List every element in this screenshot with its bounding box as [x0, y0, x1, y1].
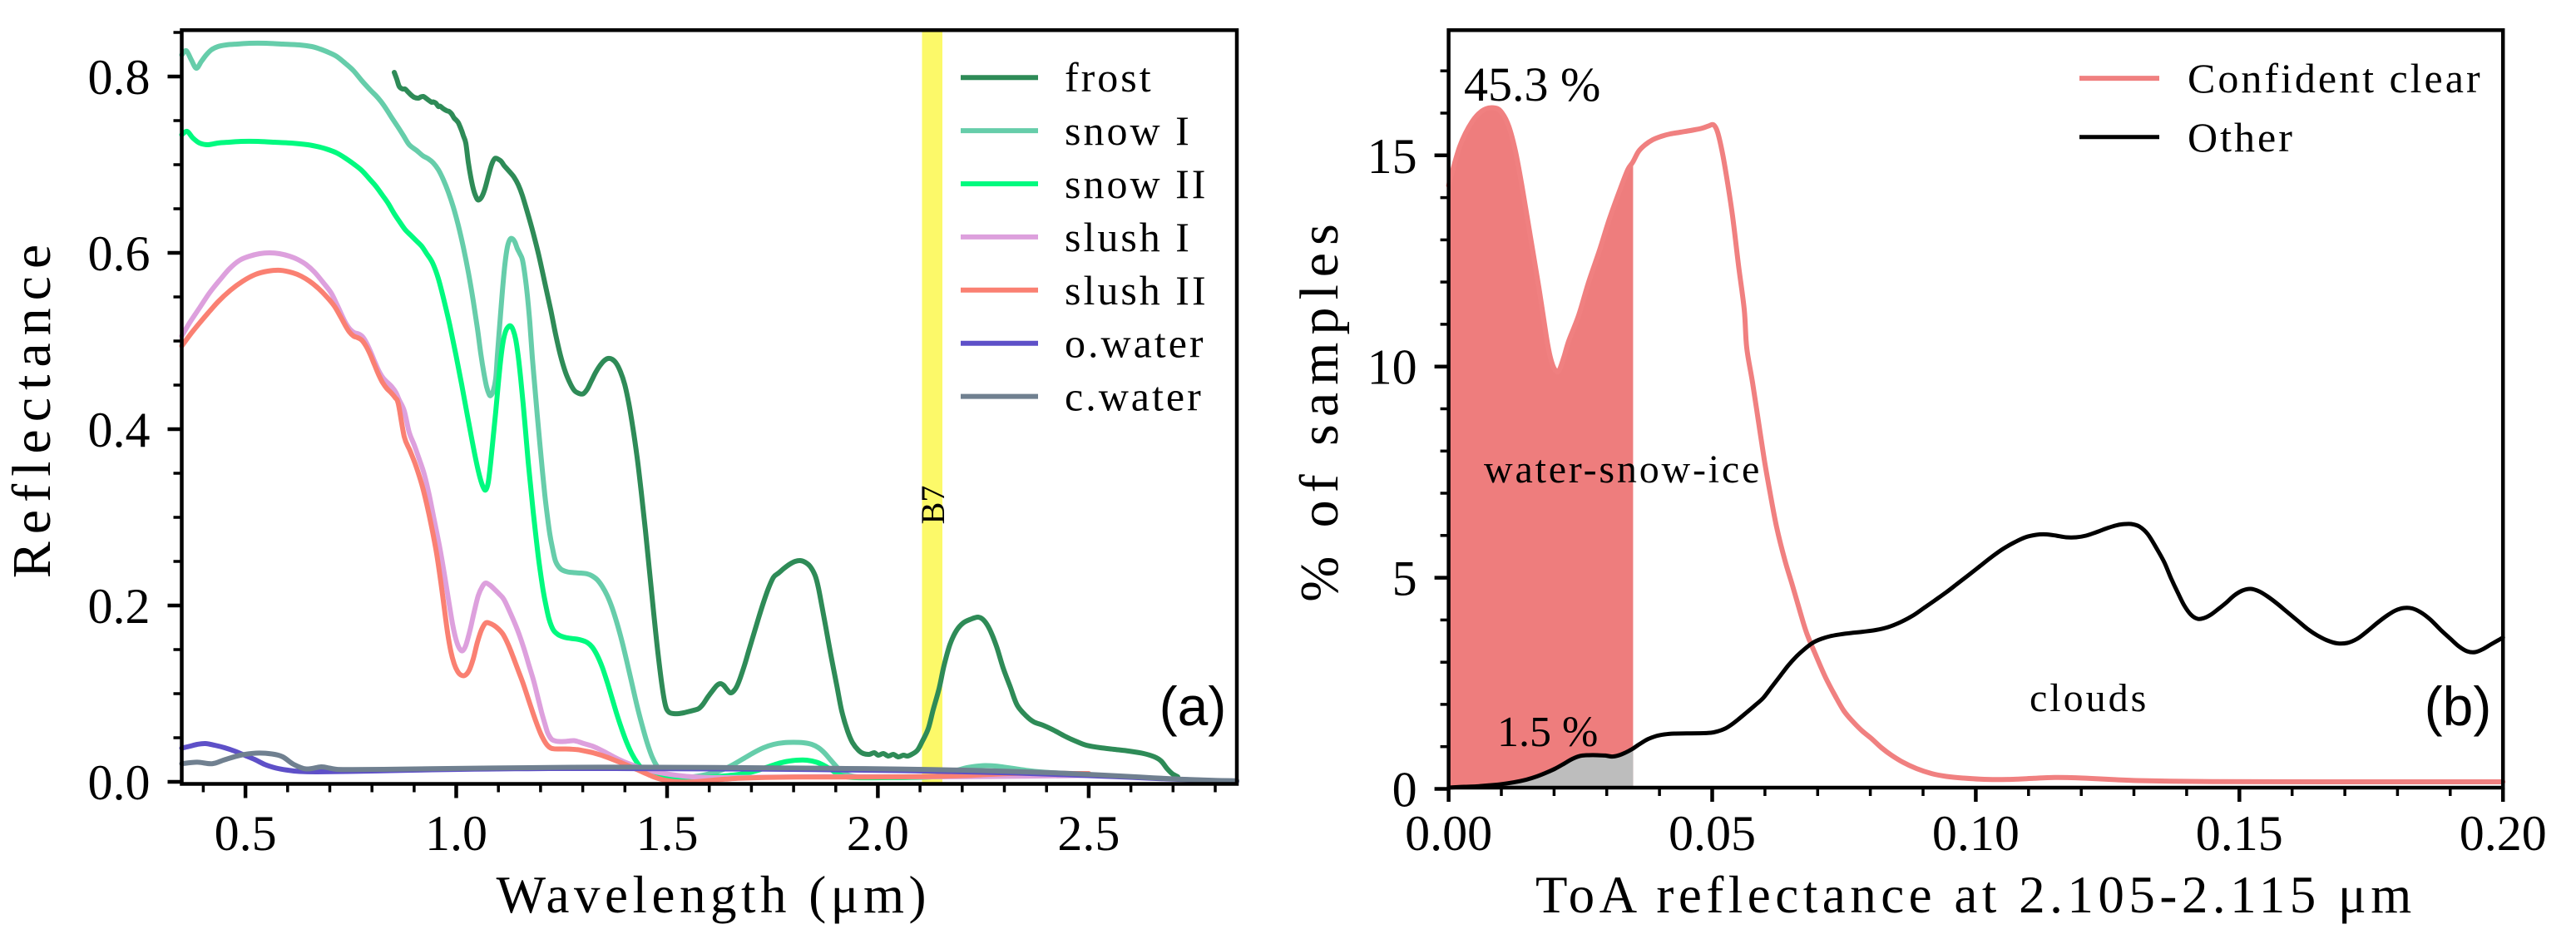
svg-text:(a): (a)	[1159, 675, 1227, 737]
svg-text:0: 0	[1392, 763, 1417, 818]
svg-text:15: 15	[1367, 129, 1417, 184]
svg-text:0.4: 0.4	[88, 403, 151, 457]
svg-text:0.20: 0.20	[2460, 806, 2547, 861]
svg-text:c.water: c.water	[1065, 373, 1204, 420]
svg-text:0.6: 0.6	[88, 226, 151, 281]
svg-text:o.water: o.water	[1065, 320, 1206, 367]
svg-text:2.5: 2.5	[1057, 806, 1120, 861]
svg-text:10: 10	[1367, 340, 1417, 395]
svg-text:B7: B7	[914, 486, 952, 525]
svg-text:frost: frost	[1065, 54, 1154, 101]
svg-text:0.0: 0.0	[88, 755, 151, 810]
svg-text:0.2: 0.2	[88, 579, 151, 634]
svg-text:1.5: 1.5	[636, 806, 699, 861]
svg-text:2.0: 2.0	[847, 806, 909, 861]
svg-text:Other: Other	[2188, 114, 2295, 161]
svg-text:0.00: 0.00	[1405, 806, 1492, 861]
svg-text:Wavelength (μm): Wavelength (μm)	[497, 866, 931, 924]
svg-text:0.15: 0.15	[2196, 806, 2283, 861]
svg-text:snow II: snow II	[1065, 161, 1208, 207]
svg-text:Confident clear: Confident clear	[2188, 55, 2483, 101]
svg-text:slush II: slush II	[1065, 267, 1209, 314]
svg-text:Reflectance: Reflectance	[2, 237, 62, 578]
svg-text:% of samples: % of samples	[1289, 216, 1350, 602]
svg-text:ToA reflectance at 2.105-2.115: ToA reflectance at 2.105-2.115 μm	[1535, 866, 2416, 924]
svg-text:0.10: 0.10	[1932, 806, 2020, 861]
svg-text:snow I: snow I	[1065, 107, 1192, 154]
svg-text:slush I: slush I	[1065, 214, 1192, 260]
svg-text:1.0: 1.0	[425, 806, 487, 861]
svg-text:0.8: 0.8	[88, 50, 151, 105]
svg-text:clouds: clouds	[2030, 676, 2148, 720]
svg-text:0.05: 0.05	[1669, 806, 1756, 861]
svg-text:5: 5	[1392, 551, 1417, 606]
svg-text:45.3 %: 45.3 %	[1464, 57, 1600, 111]
svg-text:water-snow-ice: water-snow-ice	[1484, 447, 1762, 492]
svg-text:(b): (b)	[2425, 675, 2492, 737]
svg-text:1.5 %: 1.5 %	[1497, 709, 1598, 756]
svg-text:0.5: 0.5	[215, 806, 277, 861]
